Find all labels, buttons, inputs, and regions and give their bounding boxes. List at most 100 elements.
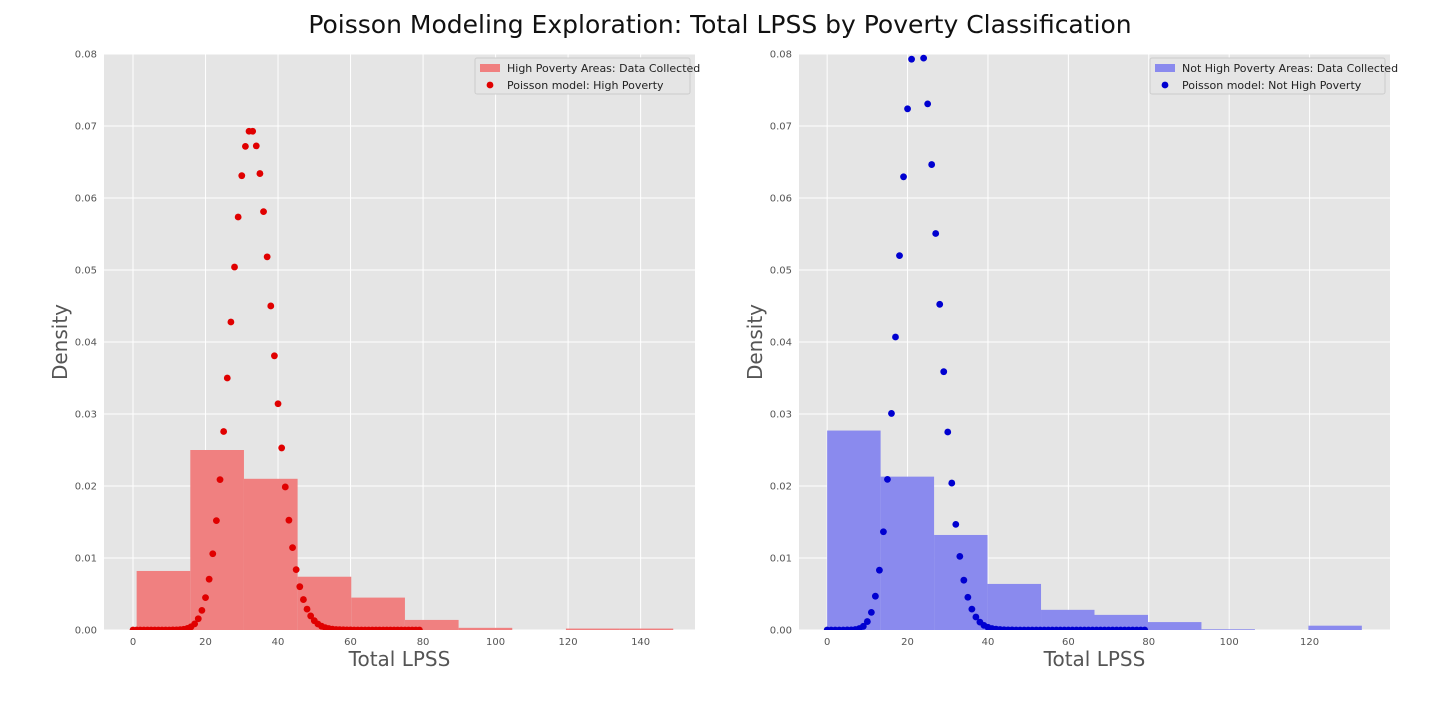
poisson-point [292, 566, 300, 574]
x-tick-label: 120 [1300, 637, 1319, 648]
poisson-point [876, 566, 883, 574]
histogram-bar [1201, 629, 1255, 630]
histogram-bar [987, 583, 1042, 630]
poisson-point [216, 476, 224, 484]
histogram-bar [1147, 622, 1202, 630]
poisson-point [896, 252, 903, 260]
poisson-point [220, 428, 228, 435]
poisson-point [888, 410, 895, 417]
y-tick-label: 0.04 [770, 338, 792, 349]
poisson-point [252, 142, 260, 150]
chart-high-poverty: 0 20 40 60 80 100 120 140 0.00 0.01 0.02 0.03 0.04 0.… [48, 50, 700, 672]
x-tick-label: 20 [901, 637, 914, 648]
histogram-bar [190, 450, 244, 630]
poisson-point [936, 300, 944, 308]
poisson-point [205, 575, 213, 583]
y-tick-label: 0.06 [770, 194, 792, 205]
poisson-point [948, 479, 956, 487]
poisson-point [238, 172, 246, 180]
poisson-point [956, 552, 964, 560]
poisson-point [278, 444, 286, 452]
poisson-point [231, 263, 238, 271]
poisson-point [416, 626, 423, 630]
poisson-point [972, 613, 980, 621]
y-tick-label: 0.04 [75, 338, 97, 349]
poisson-point [871, 592, 879, 600]
poisson-point [285, 516, 293, 524]
histogram-bar [619, 628, 674, 630]
poisson-point [1141, 626, 1149, 630]
poisson-point [212, 517, 220, 525]
histogram-bar [827, 430, 881, 630]
histogram-bar [1308, 625, 1362, 630]
legend-label-histogram: Not High Poverty Areas: Data Collected [1182, 62, 1398, 75]
poisson-point [281, 483, 289, 491]
y-tick-label: 0.07 [75, 122, 97, 133]
data-layer [129, 127, 674, 630]
poisson-point [194, 615, 202, 623]
poisson-point [940, 368, 948, 376]
poisson-point [964, 593, 972, 601]
poisson-point [234, 213, 242, 221]
poisson-point [884, 475, 891, 483]
y-tick-label: 0.03 [75, 410, 97, 421]
figure-title: Poisson Modeling Exploration: Total LPSS… [308, 10, 1132, 39]
y-tick-label: 0.05 [770, 266, 792, 277]
histogram-bar [565, 628, 620, 630]
legend-label-histogram: High Poverty Areas: Data Collected [507, 62, 700, 75]
poisson-point [289, 544, 296, 552]
x-axis-label: Total LPSS [1043, 647, 1146, 671]
legend: High Poverty Areas: Data Collected Poisso… [474, 57, 700, 95]
poisson-point [904, 105, 911, 113]
poisson-point [968, 605, 976, 613]
y-tick-label: 0.08 [770, 50, 792, 61]
legend-box [1149, 57, 1386, 95]
y-tick-label: 0.05 [75, 266, 97, 277]
x-tick-label: 0 [130, 637, 136, 648]
x-tick-label: 40 [982, 637, 995, 648]
y-tick-label: 0.06 [75, 194, 97, 205]
legend: Not High Poverty Areas: Data Collected Po… [1149, 57, 1398, 95]
poisson-point [209, 550, 217, 558]
poisson-point [271, 352, 278, 360]
poisson-point [960, 576, 968, 584]
poisson-point [256, 170, 264, 177]
histogram-bar [404, 619, 459, 630]
poisson-point [242, 142, 249, 150]
legend-label-poisson: Poisson model: Not High Poverty [1182, 79, 1362, 92]
legend-box [474, 57, 691, 95]
x-axis-label: Total LPSS [348, 647, 451, 671]
data-layer [823, 30, 1362, 630]
poisson-point [249, 127, 257, 135]
poisson-point [198, 606, 206, 614]
x-tick-label: 120 [559, 637, 578, 648]
poisson-point [924, 100, 932, 108]
y-tick-label: 0.02 [770, 482, 792, 493]
poisson-point [303, 605, 311, 613]
y-tick-label: 0.00 [770, 626, 792, 637]
histogram-bar [243, 478, 298, 630]
poisson-point [202, 594, 209, 602]
y-axis-label: Density [48, 304, 72, 380]
histogram-bar [1041, 609, 1095, 630]
poisson-point [912, 30, 919, 37]
poisson-point [300, 596, 307, 603]
legend-swatch-histogram [1155, 64, 1175, 72]
poisson-point [908, 55, 915, 63]
x-tick-label: 80 [1142, 637, 1155, 648]
histogram-bar [351, 597, 405, 630]
y-tick-label: 0.02 [75, 482, 97, 493]
poisson-point [920, 54, 928, 62]
poisson-point [267, 302, 275, 310]
x-tick-label: 100 [1220, 637, 1239, 648]
poisson-point [867, 608, 875, 616]
poisson-point [296, 583, 304, 591]
y-tick-label: 0.00 [75, 626, 97, 637]
histogram-bar [934, 534, 988, 630]
chart-not-high-poverty: 0 20 40 60 80 100 120 0.00 0.01 0.02 0.03 0.04 0.05 0… [743, 30, 1398, 672]
x-tick-label: 20 [199, 637, 212, 648]
x-tick-label: 140 [631, 637, 650, 648]
x-tick-label: 100 [486, 637, 505, 648]
legend-marker-poisson [486, 81, 494, 89]
poisson-point [260, 208, 267, 216]
